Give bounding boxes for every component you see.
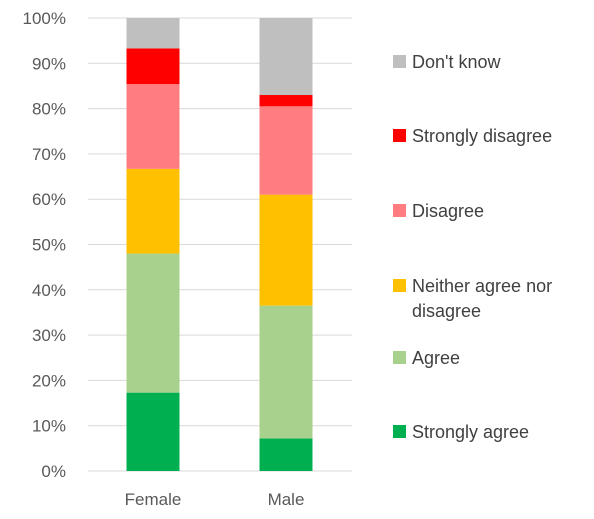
legend-label: Agree	[412, 348, 460, 368]
legend-swatch	[393, 425, 406, 438]
y-tick-label: 70%	[32, 145, 66, 164]
bar-segment-female-disagree	[126, 84, 180, 169]
bars	[126, 18, 313, 471]
y-tick-label: 90%	[32, 54, 66, 73]
y-tick-label: 20%	[32, 371, 66, 390]
legend-label: Don't know	[412, 52, 501, 72]
y-tick-label: 40%	[32, 281, 66, 300]
legend-label: Strongly agree	[412, 422, 529, 442]
y-tick-label: 60%	[32, 190, 66, 209]
y-tick-label: 100%	[23, 9, 66, 28]
bar-segment-male-don-t-know	[259, 18, 313, 96]
y-tick-label: 50%	[32, 236, 66, 255]
legend-swatch	[393, 129, 406, 142]
bar-segment-male-strongly-agree	[259, 438, 313, 471]
bar-segment-male-neither-agree-nor-disagree	[259, 194, 313, 306]
bar-segment-male-disagree	[259, 106, 313, 195]
x-axis: Female Male	[125, 490, 305, 509]
x-category-label: Male	[268, 490, 305, 509]
y-tick-label: 10%	[32, 417, 66, 436]
x-category-label: Female	[125, 490, 182, 509]
bar-segment-female-strongly-agree	[126, 392, 180, 471]
legend-label: Neither agree nor disagree	[412, 276, 552, 321]
bar-segment-male-agree	[259, 305, 313, 439]
legend-swatch	[393, 204, 406, 217]
legend-label: Strongly disagree	[412, 126, 552, 146]
y-tick-label: 80%	[32, 100, 66, 119]
legend-swatch	[393, 55, 406, 68]
bar-segment-female-strongly-disagree	[126, 48, 180, 85]
y-tick-label: 30%	[32, 326, 66, 345]
bar-segment-female-agree	[126, 253, 180, 393]
bar-segment-female-neither-agree-nor-disagree	[126, 168, 180, 254]
bar-segment-male-strongly-disagree	[259, 95, 313, 107]
legend-label: Disagree	[412, 201, 484, 221]
bar-segment-female-don-t-know	[126, 18, 180, 49]
legend-swatch	[393, 279, 406, 292]
legend-swatch	[393, 351, 406, 364]
legend: Don't know Strongly disagree Disagree Neith…	[393, 52, 552, 442]
y-axis: 0% 10% 20% 30% 40% 50% 60% 70% 80% 90% 100%	[23, 9, 66, 481]
y-tick-label: 0%	[41, 462, 66, 481]
